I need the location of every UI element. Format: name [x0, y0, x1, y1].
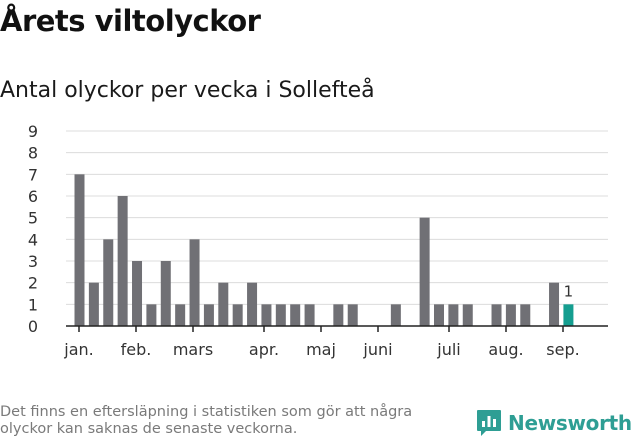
bar — [491, 304, 502, 326]
y-axis-tick-labels: 0 1 2 3 4 5 6 7 8 9 — [28, 122, 38, 336]
x-tick-label: aug. — [488, 340, 523, 359]
y-tick-label: 3 — [28, 252, 38, 271]
bar — [218, 282, 229, 326]
chart-subtitle: Antal olyckor per vecka i Sollefteå — [0, 78, 375, 103]
bar — [347, 304, 358, 326]
y-tick-label: 9 — [28, 122, 38, 141]
bar — [520, 304, 531, 326]
bar — [419, 217, 430, 326]
bar — [117, 196, 128, 326]
x-tick-label: juni — [362, 340, 392, 359]
bar-chart: 0 1 2 3 4 5 6 7 8 9 1 jan. feb. mars apr. maj juni juli… — [28, 122, 608, 359]
bar — [549, 282, 560, 326]
brand-logo: Newsworthy — [476, 408, 631, 438]
gridlines — [66, 130, 608, 305]
footnote: Det finns en eftersläpning i statistiken… — [0, 404, 413, 437]
bar — [232, 304, 243, 326]
x-axis-ticks: jan. feb. mars apr. maj juni juli aug. sep. — [63, 326, 580, 359]
bar — [505, 304, 516, 326]
bar — [203, 304, 214, 326]
y-tick-label: 7 — [28, 165, 38, 184]
x-tick-label: jan. — [63, 340, 93, 359]
newsworthy-logo-icon — [477, 410, 501, 436]
x-tick-label: feb. — [121, 340, 152, 359]
data-labels: 1 — [564, 282, 574, 300]
bar — [333, 304, 344, 326]
x-tick-label: maj — [306, 340, 336, 359]
bar — [132, 261, 143, 326]
bar — [175, 304, 186, 326]
x-tick-label: juli — [436, 340, 460, 359]
bar — [434, 304, 444, 326]
y-tick-label: 6 — [28, 187, 38, 206]
bar — [261, 304, 272, 326]
x-tick-label: sep. — [546, 340, 579, 359]
bar — [462, 304, 473, 326]
y-tick-label: 4 — [28, 230, 38, 249]
bar — [304, 304, 315, 326]
bar — [189, 239, 200, 326]
y-tick-label: 0 — [28, 317, 38, 336]
y-tick-label: 5 — [28, 209, 38, 228]
chart-title: Årets viltolyckor — [0, 4, 261, 38]
bar — [160, 261, 171, 326]
bars — [74, 174, 574, 326]
bar — [88, 282, 99, 326]
bar — [275, 304, 286, 326]
bar — [103, 239, 114, 326]
y-tick-label: 8 — [28, 144, 38, 163]
y-tick-label: 1 — [28, 295, 38, 314]
bar — [74, 174, 85, 326]
bar — [290, 304, 301, 326]
bar — [247, 282, 258, 326]
y-tick-label: 2 — [28, 274, 38, 293]
x-tick-label: mars — [173, 340, 213, 359]
x-tick-label: apr. — [249, 340, 279, 359]
bar — [563, 304, 574, 326]
bar-data-label: 1 — [564, 282, 574, 300]
bar — [146, 304, 157, 326]
bar — [448, 304, 459, 326]
bar — [390, 304, 401, 326]
brand-name: Newsworthy — [508, 411, 631, 435]
